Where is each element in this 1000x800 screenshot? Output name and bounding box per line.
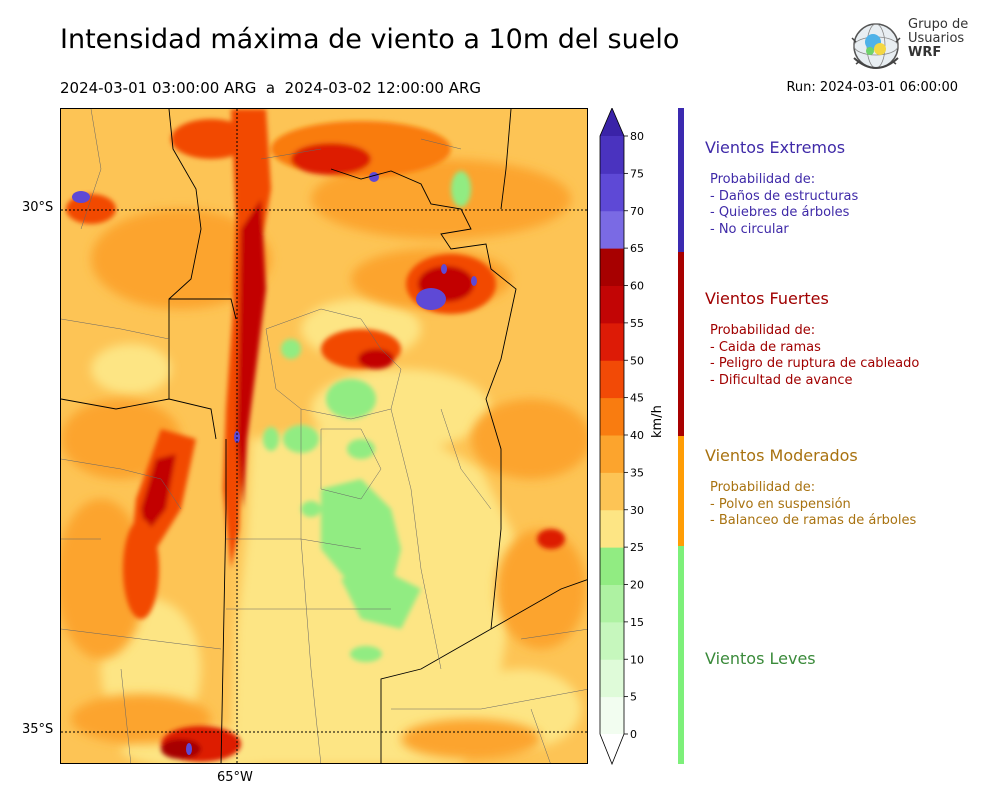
legend-title-extremos: Vientos Extremos xyxy=(705,138,846,157)
legend-bar-extremos xyxy=(678,108,684,252)
lat-tick-35s: 35°S xyxy=(22,722,54,737)
legend-line: Probabilidad de: xyxy=(710,480,816,495)
colorbar: 0 5 10 15 20 25 30 35 40 45 50 55 60 65 70 75 80 xyxy=(599,108,644,766)
wind-field-heatmap xyxy=(61,109,587,763)
lon-tick-65w: 65°W xyxy=(217,770,253,785)
logo-line-2: Usuarios xyxy=(908,31,965,46)
colorbar-segment xyxy=(600,360,624,399)
chart-title: Intensidad máxima de viento a 10m del su… xyxy=(60,24,680,55)
colorbar-segment xyxy=(600,397,624,436)
colorbar-segment xyxy=(600,472,624,511)
legend-title-moderados: Vientos Moderados xyxy=(705,446,858,465)
colorbar-segment xyxy=(600,322,624,361)
legend-line: - Peligro de ruptura de cableado xyxy=(710,356,920,371)
colorbar-tick-label: 35 xyxy=(630,466,644,479)
legend-line: - Dificultad de avance xyxy=(710,372,853,388)
legend-title-leves: Vientos Leves xyxy=(705,649,816,668)
grupo-wrf-logo: Grupo de Usuarios WRF xyxy=(848,18,978,74)
green-zones xyxy=(263,171,471,662)
colorbar-tick-label: 75 xyxy=(630,167,644,180)
colorbar-tick-label: 5 xyxy=(630,691,637,704)
colorbar-tick-label: 10 xyxy=(630,653,644,666)
legend-bar-leves xyxy=(678,546,684,764)
legend-line: - Caida de ramas xyxy=(710,339,821,355)
legend-bar-fuertes xyxy=(678,252,684,436)
legend-line: - Balanceo de ramas de árboles xyxy=(710,513,917,528)
globe-icon xyxy=(851,23,901,69)
wind-map xyxy=(60,108,588,764)
colorbar-tick-label: 20 xyxy=(630,579,644,592)
colorbar-tick-label: 40 xyxy=(630,429,644,442)
colorbar-segment xyxy=(600,509,624,548)
legend-line: Probabilidad de: xyxy=(710,172,816,187)
legend-line: - Daños de estructuras xyxy=(710,188,859,204)
red-zones xyxy=(66,109,565,762)
colorbar-tick-label: 30 xyxy=(630,504,644,517)
legend-line: Probabilidad de: xyxy=(710,323,816,338)
purple-zones xyxy=(72,172,477,755)
colorbar-segment xyxy=(600,285,624,324)
colorbar-segment xyxy=(600,248,624,286)
lat-tick-30s: 30°S xyxy=(22,200,54,215)
colorbar-segment xyxy=(600,547,624,585)
colorbar-tick-label: 45 xyxy=(630,392,644,405)
colorbar-segment xyxy=(600,696,624,735)
province-boundaries xyxy=(61,109,587,763)
legend-desc-fuertes: Probabilidad de: - Caida de ramas - Peli… xyxy=(710,323,919,389)
colorbar-tick-label: 0 xyxy=(630,728,637,741)
colorbar-segment xyxy=(600,173,624,212)
legend-bar-moderados xyxy=(678,436,684,546)
date-range: 2024-03-01 03:00:00 ARG a 2024-03-02 12:… xyxy=(60,79,482,97)
legend-desc-extremos: Probabilidad de: - Daños de estructuras … xyxy=(710,172,858,238)
colorbar-segment xyxy=(600,435,624,473)
colorbar-segment xyxy=(600,621,624,660)
legend-title-fuertes: Vientos Fuertes xyxy=(705,289,829,308)
logo-line-1: Grupo de xyxy=(908,17,969,32)
legend-line: - No circular xyxy=(710,221,789,237)
department-boundaries xyxy=(61,109,587,763)
colorbar-tick-label: 25 xyxy=(630,541,644,554)
colorbar-segment xyxy=(600,659,624,698)
colorbar-tick-label: 55 xyxy=(630,317,644,330)
graticule xyxy=(61,109,587,763)
colorbar-segment xyxy=(600,136,624,174)
colorbar-tick-label: 70 xyxy=(630,205,644,218)
legend-line: - Polvo en suspensión xyxy=(710,496,851,512)
run-timestamp: Run: 2024-03-01 06:00:00 xyxy=(786,80,958,95)
colorbar-extend-max xyxy=(600,108,624,136)
colorbar-segment xyxy=(600,584,624,623)
colorbar-unit: km/h xyxy=(650,405,665,438)
colorbar-tick-label: 15 xyxy=(630,616,644,629)
colorbar-extend-min xyxy=(600,734,624,764)
legend-desc-moderados: Probabilidad de: - Polvo en suspensión -… xyxy=(710,480,916,530)
colorbar-tick-label: 50 xyxy=(630,354,644,367)
colorbar-tick-label: 60 xyxy=(630,280,644,293)
colorbar-tick-label: 80 xyxy=(630,130,644,143)
colorbar-segment xyxy=(600,210,624,249)
colorbar-tick-label: 65 xyxy=(630,242,644,255)
legend-line: - Quiebres de árboles xyxy=(710,205,850,220)
logo-line-3: WRF xyxy=(908,45,942,60)
orange-zones xyxy=(61,159,587,759)
